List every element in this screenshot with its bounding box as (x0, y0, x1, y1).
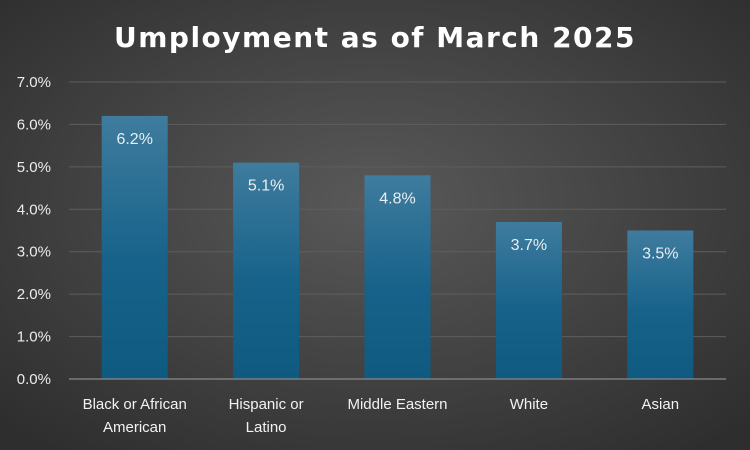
y-tick-label: 4.0% (17, 201, 51, 218)
data-label: 4.8% (379, 190, 415, 207)
x-tick-label: American (103, 419, 166, 436)
x-tick-label: White (510, 396, 548, 413)
y-axis-ticks: 0.0% 1.0% 2.0% 3.0% 4.0% 5.0% 6.0% 7.0% (17, 74, 51, 388)
bar (495, 222, 562, 379)
data-label: 3.5% (642, 246, 678, 263)
x-tick-label: Black or African (83, 396, 187, 413)
bar (627, 230, 694, 379)
x-tick-label: Middle Eastern (347, 396, 447, 413)
y-tick-label: 3.0% (17, 244, 51, 261)
y-tick-label: 7.0% (17, 74, 51, 91)
bar (364, 175, 431, 379)
chart-title: Umployment as of March 2025 (114, 21, 636, 54)
y-tick-label: 5.0% (17, 159, 51, 176)
x-tick-label: Hispanic or (229, 396, 304, 413)
data-label: 3.7% (511, 237, 547, 254)
data-labels: 6.2% 5.1% 4.8% 3.7% 3.5% (116, 131, 678, 263)
y-tick-label: 1.0% (17, 329, 51, 346)
data-label: 5.1% (248, 178, 284, 195)
data-label: 6.2% (116, 131, 152, 148)
bar (101, 115, 168, 379)
bars (101, 115, 694, 379)
x-axis-ticks: Black or African American Hispanic or Latin… (83, 396, 679, 436)
y-tick-label: 2.0% (17, 286, 51, 303)
bar (233, 162, 300, 379)
x-tick-label: Asian (642, 396, 680, 413)
y-tick-label: 0.0% (17, 371, 51, 388)
x-tick-label: Latino (246, 419, 287, 436)
y-tick-label: 6.0% (17, 116, 51, 133)
